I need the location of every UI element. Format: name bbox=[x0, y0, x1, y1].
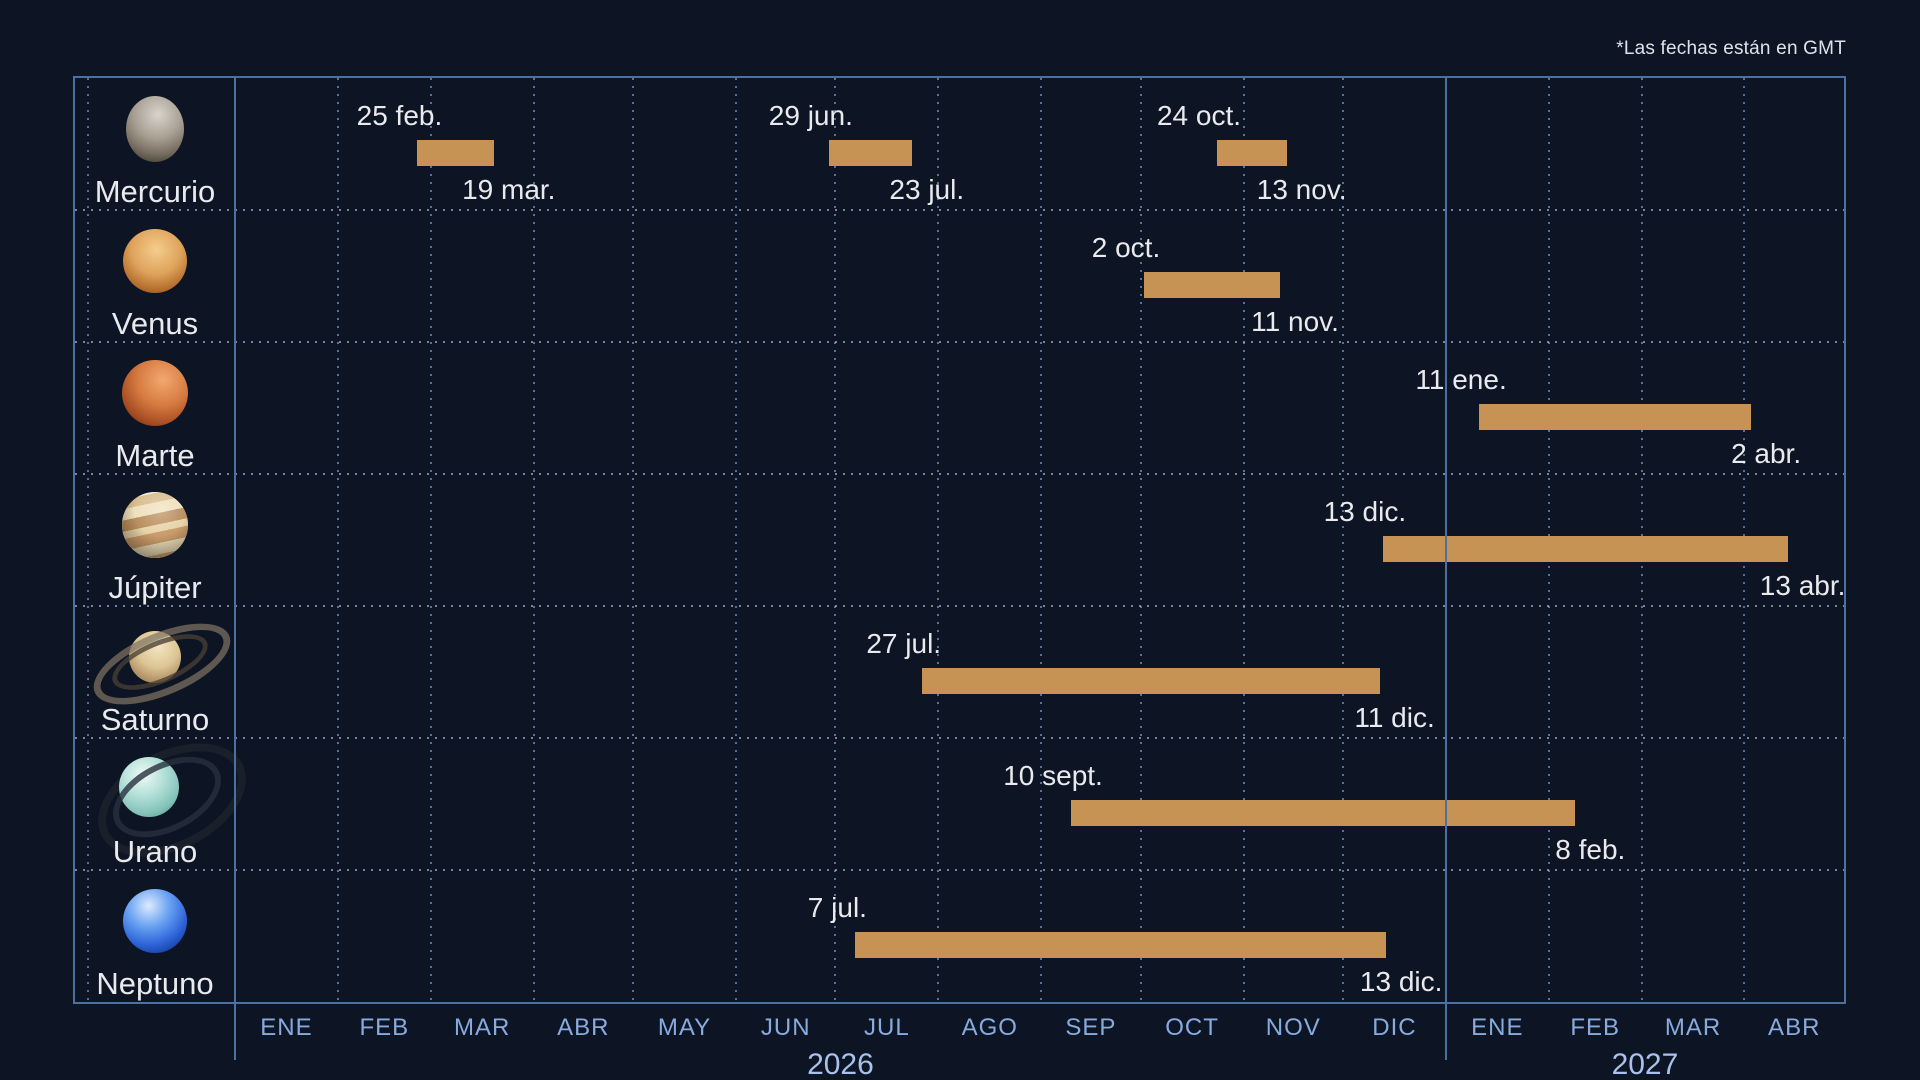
timeline-chart: Mercurio 25 feb. 19 mar. 29 jun. 23 jul. 24 o… bbox=[73, 76, 1846, 1060]
month-label: ABR bbox=[557, 1014, 610, 1041]
retrograde-bar bbox=[1216, 140, 1287, 166]
bar-start-date: 13 dic. bbox=[1323, 496, 1407, 527]
month-gridline bbox=[734, 78, 737, 1002]
bar-start-date: 24 oct. bbox=[1156, 100, 1242, 131]
bar-start-date: 29 jun. bbox=[768, 100, 853, 131]
urano-icon bbox=[79, 720, 265, 880]
mercurio-sphere bbox=[126, 96, 184, 162]
neptuno-sphere bbox=[123, 889, 187, 953]
month-label: FEB bbox=[359, 1014, 410, 1041]
left-edge-gridline bbox=[87, 78, 89, 1002]
retrograde-bar bbox=[1382, 536, 1788, 562]
planet-row: Mercurio 25 feb. 19 mar. 29 jun. 23 jul. 24 o… bbox=[75, 78, 1844, 210]
bar-end-date: 8 feb. bbox=[1555, 834, 1626, 865]
month-label: ENE bbox=[260, 1014, 313, 1041]
saturno-icon bbox=[80, 606, 242, 722]
planet-row: Marte 11 ene. 2 abr. bbox=[75, 342, 1844, 474]
month-gridline bbox=[532, 78, 535, 1002]
bar-start-date: 10 sept. bbox=[1003, 760, 1103, 791]
month-gridline bbox=[632, 78, 635, 1002]
planet-label: Neptuno bbox=[96, 966, 214, 1001]
planet-row: Urano 10 sept. 8 feb. bbox=[75, 720, 1844, 880]
month-label: FEB bbox=[1570, 1014, 1621, 1041]
planet-label: Marte bbox=[115, 438, 195, 473]
month-gridline bbox=[1342, 78, 1345, 1002]
bar-start-date: 25 feb. bbox=[356, 100, 443, 131]
bar-end-date: 13 nov. bbox=[1256, 174, 1347, 205]
bar-end-date: 19 mar. bbox=[462, 174, 556, 205]
month-gridline bbox=[1040, 78, 1043, 1002]
planet-column-divider bbox=[234, 78, 236, 1060]
retrograde-bar bbox=[1071, 800, 1576, 826]
marte-sphere bbox=[122, 360, 188, 426]
venus-sphere bbox=[123, 229, 187, 293]
retrograde-bar bbox=[921, 668, 1380, 694]
year-label: 2026 bbox=[807, 1048, 874, 1080]
month-label: DIC bbox=[1372, 1014, 1417, 1041]
planet-row: Neptuno 7 jul. 13 dic. bbox=[75, 870, 1844, 1002]
row-divider bbox=[75, 473, 1844, 475]
year-divider bbox=[1444, 78, 1447, 1060]
month-label: ABR bbox=[1768, 1014, 1821, 1041]
month-gridline bbox=[336, 78, 339, 1002]
row-divider bbox=[75, 209, 1844, 211]
bar-start-date: 7 jul. bbox=[807, 892, 867, 923]
planet-row: Júpiter 13 dic. 13 abr. bbox=[75, 474, 1846, 606]
bar-start-date: 11 ene. bbox=[1415, 364, 1507, 395]
bar-start-date: 2 oct. bbox=[1091, 232, 1161, 263]
month-gridline bbox=[429, 78, 432, 1002]
month-gridline bbox=[1242, 78, 1245, 1002]
planet-row: Saturno 27 jul. 11 dic. bbox=[75, 606, 1844, 738]
bar-end-date: 11 dic. bbox=[1354, 702, 1435, 733]
time-axis: ENE FEB MAR ABR MAY JUN JUL AGO SEP OCT NOV DIC ENE F… bbox=[75, 1006, 1844, 1080]
row-divider bbox=[75, 341, 1844, 343]
month-gridline bbox=[937, 78, 940, 1002]
bar-end-date: 23 jul. bbox=[889, 174, 965, 205]
bar-end-date: 11 nov. bbox=[1251, 306, 1339, 337]
month-label: JUL bbox=[864, 1014, 910, 1041]
month-label: MAY bbox=[657, 1014, 712, 1041]
retrograde-bar bbox=[1479, 404, 1752, 430]
planet-label: Venus bbox=[111, 306, 199, 341]
planet-label: Saturno bbox=[100, 702, 210, 737]
month-label: MAR bbox=[1664, 1014, 1722, 1041]
month-label: AGO bbox=[961, 1014, 1018, 1041]
jupiter-icon bbox=[80, 482, 230, 568]
planet-row: Venus 2 oct. 11 nov. bbox=[75, 210, 1844, 342]
month-label: SEP bbox=[1065, 1014, 1117, 1041]
bar-end-date: 2 abr. bbox=[1731, 438, 1802, 469]
month-label: JUN bbox=[760, 1014, 811, 1041]
month-label: MAR bbox=[453, 1014, 511, 1041]
gmt-note: *Las fechas están en GMT bbox=[1616, 38, 1846, 59]
month-gridline bbox=[834, 78, 837, 1002]
row-divider bbox=[75, 737, 1844, 739]
saturno-sphere bbox=[129, 631, 181, 683]
planet-label: Júpiter bbox=[108, 570, 202, 605]
bar-end-date: 13 dic. bbox=[1359, 966, 1443, 997]
month-label: ENE bbox=[1471, 1014, 1524, 1041]
month-gridline bbox=[1139, 78, 1142, 1002]
venus-icon bbox=[80, 218, 230, 304]
retrograde-bar bbox=[1144, 272, 1281, 298]
row-divider bbox=[75, 869, 1844, 871]
urano-sphere bbox=[119, 757, 179, 817]
retrograde-bar bbox=[828, 140, 912, 166]
mercurio-icon bbox=[80, 86, 230, 172]
month-label: NOV bbox=[1265, 1014, 1321, 1041]
year-label: 2027 bbox=[1611, 1048, 1679, 1080]
neptuno-icon bbox=[80, 878, 230, 964]
jupiter-sphere bbox=[122, 492, 188, 558]
planet-label: Urano bbox=[112, 834, 198, 869]
retrograde-bar bbox=[855, 932, 1387, 958]
retrograde-bar bbox=[417, 140, 494, 166]
bar-end-date: 13 abr. bbox=[1759, 570, 1846, 601]
marte-icon bbox=[80, 350, 230, 436]
row-divider bbox=[75, 605, 1844, 607]
month-label: OCT bbox=[1165, 1014, 1219, 1041]
planet-label: Mercurio bbox=[94, 174, 216, 209]
bar-start-date: 27 jul. bbox=[866, 628, 942, 659]
